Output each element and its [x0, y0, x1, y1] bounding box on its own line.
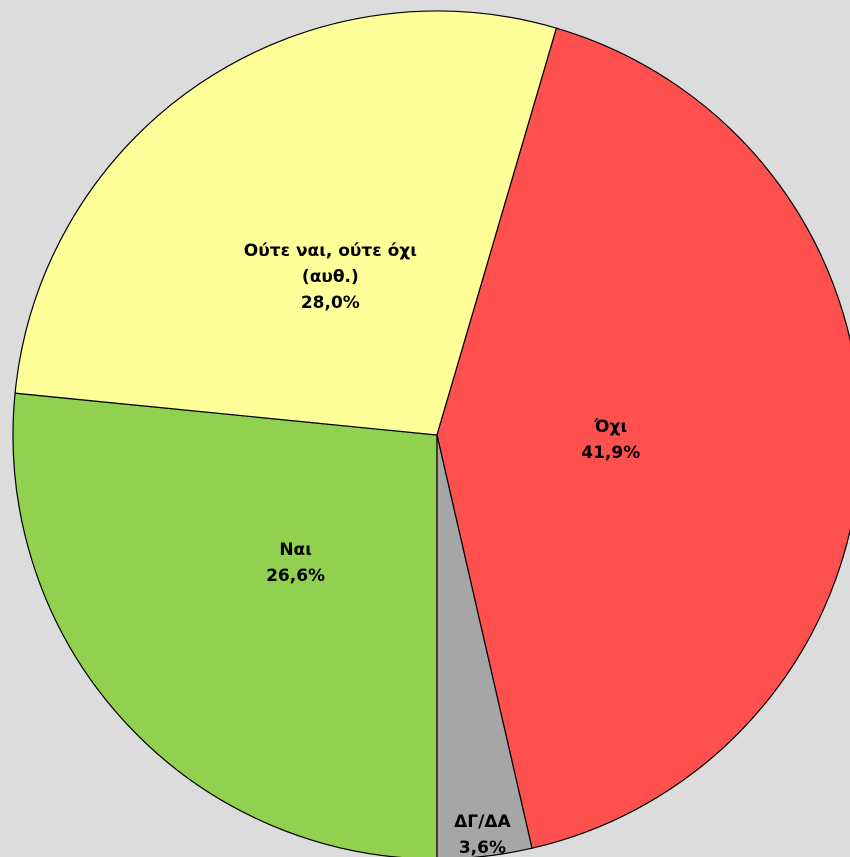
value-label: 3,6%	[458, 838, 506, 857]
pie-slice	[12, 392, 438, 857]
category-label: ΔΓ/ΔΑ	[454, 812, 511, 833]
slice-label: Ούτε ναι, ούτε όχι (αυθ.) 28,0%	[215, 238, 445, 316]
pie-slice	[14, 10, 558, 436]
category-label: Ναι	[279, 540, 312, 561]
value-label: 28,0%	[300, 292, 360, 313]
slice-label: ΔΓ/ΔΑ 3,6%	[367, 809, 597, 857]
slice-label: Ναι 26,6%	[181, 537, 411, 589]
value-label: 41,9%	[581, 443, 641, 464]
pie-slice	[436, 434, 533, 857]
category-label: Ούτε ναι, ούτε όχι (αυθ.)	[243, 240, 417, 287]
value-label: 26,6%	[266, 566, 326, 587]
pie-slice	[436, 27, 850, 849]
slice-label: Όχι 41,9%	[496, 414, 726, 466]
category-label: Όχι	[594, 417, 628, 438]
